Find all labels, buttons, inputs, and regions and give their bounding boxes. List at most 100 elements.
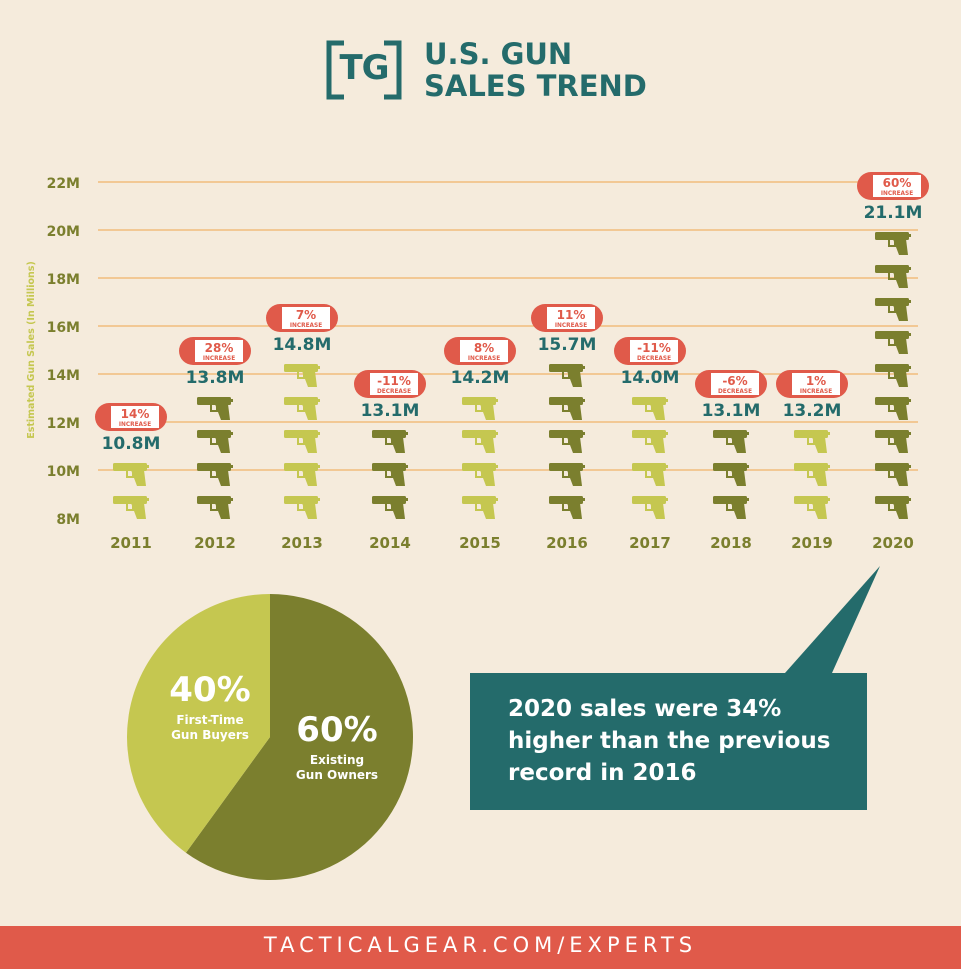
gun-slide <box>549 364 583 372</box>
gun-muzzle <box>905 366 911 369</box>
y-axis-label: Estimated Gun Sales (In Millions) <box>26 261 37 439</box>
x-tick-label: 2011 <box>110 534 152 552</box>
gun-muzzle <box>579 366 585 369</box>
gun-icon <box>372 463 408 486</box>
pie-pct-label: 60% <box>296 710 377 750</box>
gun-grip <box>893 305 908 321</box>
gun-slide <box>632 430 666 438</box>
gun-trigger-guard <box>562 469 570 478</box>
badge-label-box <box>195 340 243 362</box>
gun-muzzle <box>492 399 498 402</box>
gun-muzzle <box>743 465 749 468</box>
change-pct: -6% <box>722 374 747 388</box>
gun-slide <box>713 496 747 504</box>
value-label: 15.7M <box>538 335 597 355</box>
value-label: 21.1M <box>864 203 923 223</box>
change-badge: -11%DECREASE <box>354 370 426 398</box>
gun-muzzle <box>579 498 585 501</box>
gun-trigger-guard <box>385 469 393 478</box>
gun-icon <box>549 463 585 486</box>
y-tick-label: 20M <box>47 224 80 240</box>
badge-label-box <box>711 373 759 395</box>
gun-slide <box>794 463 828 471</box>
change-type: DECREASE <box>377 389 411 395</box>
gun-grip <box>302 503 317 519</box>
x-tick-label: 2016 <box>546 534 588 552</box>
gun-icon <box>284 463 320 486</box>
gun-icon <box>794 496 830 519</box>
callout-text: 2020 sales were 34% higher than the prev… <box>508 693 858 789</box>
gun-trigger-guard <box>807 502 815 511</box>
gun-slide <box>875 463 909 471</box>
gun-slide <box>794 430 828 438</box>
x-tick-label: 2020 <box>872 534 914 552</box>
gun-trigger-guard <box>297 370 305 379</box>
gun-trigger-guard <box>475 436 483 445</box>
gun-grip <box>215 404 230 420</box>
gun-slide <box>113 496 147 504</box>
change-type: INCREASE <box>290 323 322 329</box>
change-pct: -11% <box>637 341 671 355</box>
gun-grip <box>650 470 665 486</box>
gun-grip <box>302 404 317 420</box>
gun-grip <box>480 503 495 519</box>
gun-trigger-guard <box>888 469 896 478</box>
gun-grip <box>650 503 665 519</box>
gun-trigger-guard <box>888 304 896 313</box>
gun-muzzle <box>314 465 320 468</box>
callout-line1-prefix: 2020 sales were <box>508 696 727 722</box>
gun-trigger-guard <box>888 337 896 346</box>
gun-trigger-guard <box>385 436 393 445</box>
gun-grip <box>731 503 746 519</box>
gun-muzzle <box>662 465 668 468</box>
footer-bar <box>0 926 961 969</box>
gun-slide <box>372 463 406 471</box>
gun-trigger-guard <box>297 436 305 445</box>
gun-grip <box>567 470 582 486</box>
gun-grip <box>893 272 908 288</box>
gun-grip <box>812 470 827 486</box>
y-tick-label: 16M <box>47 320 80 336</box>
gun-icon <box>632 430 668 453</box>
gun-slide <box>875 496 909 504</box>
gun-muzzle <box>662 432 668 435</box>
gun-icon <box>462 463 498 486</box>
footer-link[interactable]: TACTICALGEAR.COM/EXPERTS <box>263 933 698 957</box>
page-title-line1: U.S. GUN <box>424 37 573 71</box>
gun-trigger-guard <box>726 502 734 511</box>
x-tick-label: 2018 <box>710 534 752 552</box>
badge-label-box <box>792 373 840 395</box>
gun-trigger-guard <box>645 469 653 478</box>
gun-icon <box>875 364 911 387</box>
gun-icon <box>113 496 149 519</box>
gun-slide <box>197 430 231 438</box>
gun-slide <box>372 430 406 438</box>
gun-trigger-guard <box>726 469 734 478</box>
gun-grip <box>390 437 405 453</box>
gun-muzzle <box>402 432 408 435</box>
gun-muzzle <box>579 465 585 468</box>
gun-grip <box>302 437 317 453</box>
gun-grip <box>131 470 146 486</box>
value-label: 13.8M <box>186 368 245 388</box>
gun-muzzle <box>824 498 830 501</box>
gun-grip <box>893 338 908 354</box>
gun-icon <box>549 397 585 420</box>
gun-icon <box>284 430 320 453</box>
pie-slice <box>185 594 413 880</box>
gun-icon <box>284 364 320 387</box>
change-badge: 14%INCREASE <box>95 403 167 431</box>
gun-icon <box>197 397 233 420</box>
gun-slide <box>875 364 909 372</box>
value-label: 14.8M <box>273 335 332 355</box>
gun-muzzle <box>314 366 320 369</box>
gun-icon <box>284 496 320 519</box>
gun-slide <box>875 331 909 339</box>
gun-muzzle <box>227 399 233 402</box>
change-pct: 11% <box>557 308 586 322</box>
change-type: INCREASE <box>555 323 587 329</box>
gun-grip <box>731 437 746 453</box>
change-pct: 1% <box>806 374 826 388</box>
gun-slide <box>875 232 909 240</box>
